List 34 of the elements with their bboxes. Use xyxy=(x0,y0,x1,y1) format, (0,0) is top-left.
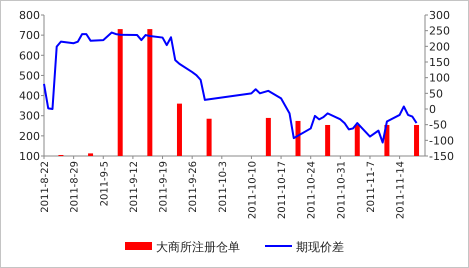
y-tick-label: 800 xyxy=(19,9,40,22)
y-tick-label: 300 xyxy=(19,110,40,123)
y2-tick-label: 50 xyxy=(429,87,443,100)
x-tick-label: 2011-9-19 xyxy=(158,161,170,213)
legend-label: 大商所注册仓单 xyxy=(156,240,240,254)
y-tick-label: 200 xyxy=(19,130,40,143)
y2-tick-label: -150 xyxy=(429,150,454,163)
line-series xyxy=(43,32,418,144)
y-tick-label: 500 xyxy=(19,69,40,82)
y2-tick-label: -100 xyxy=(429,134,454,148)
x-tick-label: 2011-9-5 xyxy=(99,161,110,206)
x-tick-label: 2011-10-24 xyxy=(306,161,318,220)
y-tick-label: 400 xyxy=(19,90,40,103)
y-tick-label: 600 xyxy=(19,49,40,62)
y-tick-label: 100 xyxy=(19,150,40,163)
y2-tick-label: 300 xyxy=(429,9,450,22)
x-tick-label: 2011-11-7 xyxy=(366,161,377,213)
x-tick-label: 2011-9-12 xyxy=(128,161,140,213)
x-tick-label: 2011-10-31 xyxy=(336,161,348,220)
x-tick-label: 2011-8-29 xyxy=(70,161,81,213)
x-tick-label: 2011-10-17 xyxy=(277,161,288,220)
x-tick-label: 2011-10-3 xyxy=(218,161,229,213)
y2-tick-label: 200 xyxy=(429,40,450,54)
y2-tick-label: -50 xyxy=(429,118,447,132)
x-tick-label: 2011-10-10 xyxy=(247,161,258,220)
x-tick-label: 2011-9-26 xyxy=(188,161,200,213)
y2-tick-label: 0 xyxy=(429,103,436,116)
y2-tick-label: 150 xyxy=(429,56,450,69)
x-tick-label: 2011-11-14 xyxy=(396,161,407,220)
y2-tick-label: 250 xyxy=(429,24,450,38)
y2-tick-label: 100 xyxy=(429,72,450,85)
x-tick-label: 2011-8-22 xyxy=(40,161,51,213)
y-tick-label: 700 xyxy=(19,29,40,42)
legend-label: 期现价差 xyxy=(296,240,344,254)
